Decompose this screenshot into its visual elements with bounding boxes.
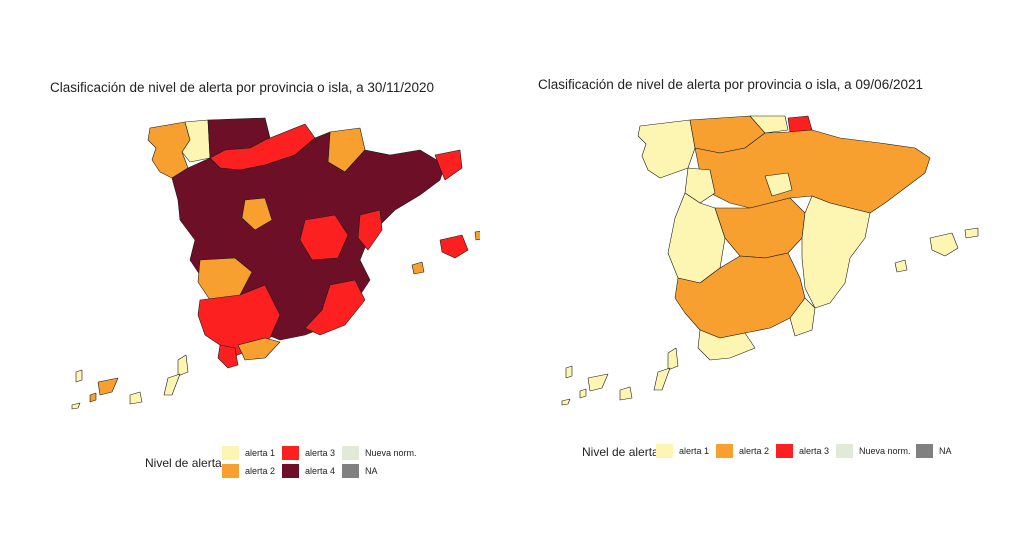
legend-item-alerta-1: alerta 1 <box>656 444 709 458</box>
legend-title: Nivel de alerta <box>145 456 222 470</box>
region-malaga <box>237 337 281 361</box>
legend-swatch <box>342 446 359 460</box>
region-ibiza <box>894 259 908 273</box>
region-east <box>801 195 871 309</box>
region-central <box>714 197 806 259</box>
legend-swatch <box>656 444 673 458</box>
region-gran-canaria <box>619 386 633 401</box>
legend-item-nueva-norm: Nueva norm. <box>342 446 417 460</box>
region-menorca <box>964 227 979 239</box>
region-tenerife <box>97 377 119 396</box>
region-hierro <box>561 398 571 406</box>
region-interior-north <box>694 129 931 214</box>
region-lanzarote <box>177 354 189 377</box>
region-valladolid <box>764 172 793 197</box>
region-gran-canaria <box>129 391 143 405</box>
region-cantabria <box>749 115 789 134</box>
spain-choropleth-map <box>71 117 480 410</box>
region-girona <box>434 149 463 181</box>
region-extremadura <box>667 192 726 284</box>
legend-item-alerta-2: alerta 2 <box>222 464 275 478</box>
region-vizcaya <box>787 115 813 133</box>
region-zamora <box>684 167 716 204</box>
region-cadiz-malaga <box>697 329 756 361</box>
legend-swatch <box>916 444 933 458</box>
region-la-palma <box>565 365 573 379</box>
map-panel-2021: Clasificación de nivel de alerta por pro… <box>520 0 1024 535</box>
region-galicia <box>637 119 696 179</box>
legend-item-alerta-3: alerta 3 <box>282 446 335 460</box>
region-gomera <box>579 388 587 399</box>
legend-item-alerta-2: alerta 2 <box>716 444 769 458</box>
region-almeria <box>789 297 816 337</box>
legend-swatch <box>836 444 853 458</box>
legend-title: Nivel de alerta <box>582 445 659 459</box>
legend-swatch <box>222 464 239 478</box>
region-tenerife <box>587 373 609 392</box>
region-valencia <box>357 209 383 251</box>
legend-swatch <box>716 444 733 458</box>
legend-item-na: NA <box>916 444 952 458</box>
region-avila <box>241 197 273 231</box>
region-la-palma <box>75 369 83 383</box>
region-fuerteventura <box>163 373 181 396</box>
region-hierro <box>71 402 81 410</box>
region-mallorca <box>929 232 959 257</box>
region-cuenca <box>299 214 349 261</box>
region-gomera <box>89 392 97 403</box>
region-mallorca <box>439 234 469 259</box>
region-fuerteventura <box>653 367 671 391</box>
map-title: Clasificación de nivel de alerta por pro… <box>538 77 923 92</box>
legend-item-alerta-4: alerta 4 <box>282 464 335 478</box>
region-lanzarote <box>667 347 679 371</box>
legend-item-nueva-norm: Nueva norm. <box>836 444 911 458</box>
legend-swatch <box>222 446 239 460</box>
region-ibiza <box>411 261 425 275</box>
region-cadiz <box>217 344 239 369</box>
legend-swatch <box>342 464 359 478</box>
legend-swatch <box>282 464 299 478</box>
legend-swatch <box>282 446 299 460</box>
map-title: Clasificación de nivel de alerta por pro… <box>50 80 434 95</box>
spain-choropleth-map <box>561 115 979 406</box>
map-panel-2020: Clasificación de nivel de alerta por pro… <box>50 80 480 478</box>
legend-swatch <box>776 444 793 458</box>
legend-item-na: NA <box>342 464 378 478</box>
legend-item-alerta-1: alerta 1 <box>222 446 275 460</box>
region-murcia <box>304 279 366 336</box>
legend-item-alerta-3: alerta 3 <box>776 444 829 458</box>
region-menorca <box>474 230 480 241</box>
